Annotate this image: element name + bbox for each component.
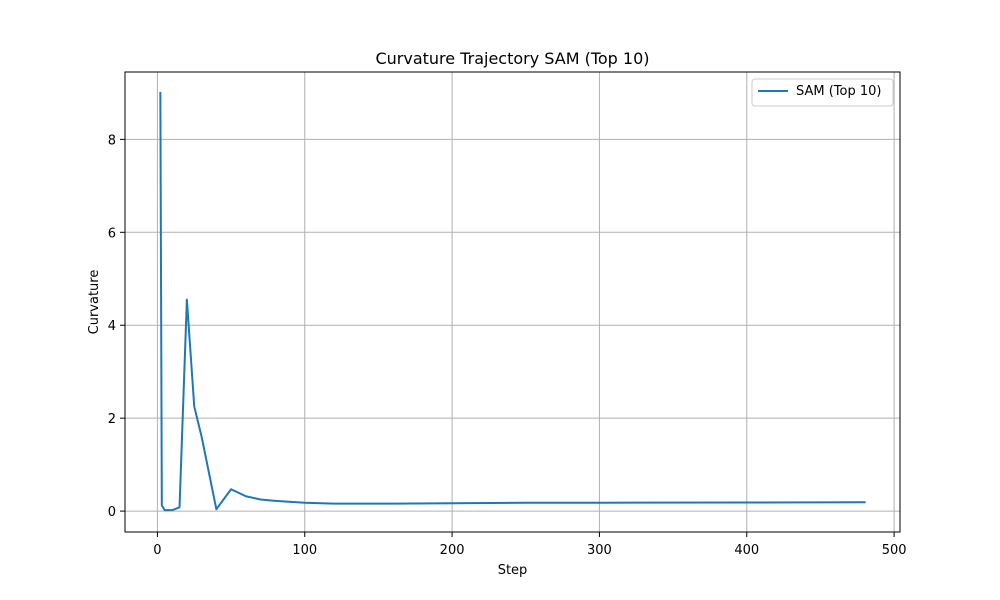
x-tick-label: 200	[440, 543, 465, 558]
grid-lines	[125, 72, 900, 532]
x-tick-label: 100	[292, 543, 317, 558]
x-axis-label: Step	[498, 563, 528, 578]
x-tick-label: 300	[587, 543, 612, 558]
legend-box	[751, 78, 894, 107]
y-tick-label: 0	[108, 505, 116, 520]
y-tick-label: 8	[108, 133, 116, 148]
axis-ticks: 0 100 200 300 400 500 0 2 4 6 8	[108, 133, 907, 558]
x-tick-label: 0	[153, 543, 161, 558]
legend: SAM (Top 10)	[751, 78, 894, 107]
series-layer	[159, 91, 866, 512]
legend-label: SAM (Top 10)	[796, 84, 882, 99]
x-tick-label: 500	[882, 543, 907, 558]
y-axis-label: Curvature	[87, 270, 102, 335]
plot-frame	[124, 71, 901, 533]
chart-title: Curvature Trajectory SAM (Top 10)	[375, 49, 649, 68]
x-tick-label: 400	[734, 543, 759, 558]
y-tick-label: 2	[108, 412, 116, 427]
y-tick-label: 6	[108, 226, 116, 241]
series-line-sam-top-10	[159, 91, 866, 512]
y-tick-label: 4	[108, 319, 116, 334]
